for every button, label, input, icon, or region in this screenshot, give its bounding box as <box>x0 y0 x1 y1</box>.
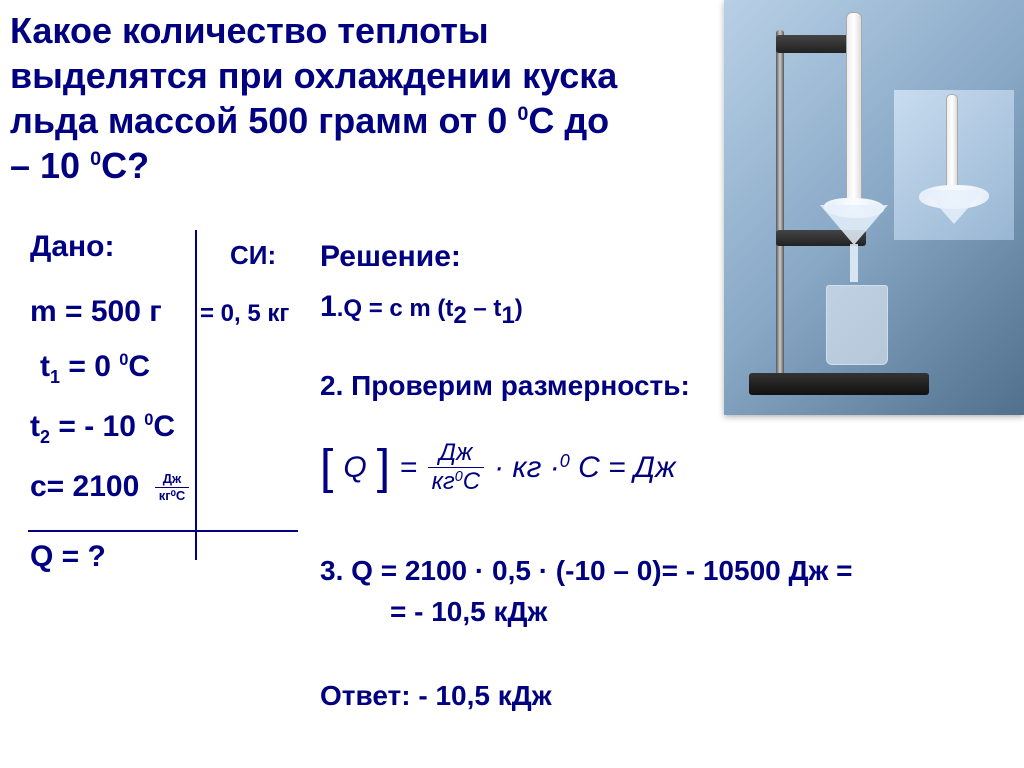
clamp-top-icon <box>776 35 856 53</box>
given-t2: t2 = - 10 0С <box>30 410 175 448</box>
dim-mid-a: · кг · <box>494 451 560 484</box>
c-unit-bot: кг⁰С <box>155 489 189 503</box>
t1-c: С <box>128 350 150 383</box>
solution-step-3a: 3. Q = 2100 · 0,5 · (-10 – 0)= - 10500 Д… <box>320 555 852 587</box>
answer: Ответ: - 10,5 кДж <box>320 680 552 712</box>
given-c: с= 2100 <box>30 470 139 504</box>
t2-b: = - 10 <box>50 410 144 443</box>
apparatus-photo <box>724 0 1024 415</box>
t2-c: С <box>153 410 175 443</box>
slide: Какое количество теплоты выделятся при о… <box>0 0 1024 768</box>
solution-step-3b: = - 10,5 кДж <box>390 596 547 628</box>
solution-step-2: 2. Проверим размерность: <box>320 370 690 402</box>
vertical-divider <box>195 230 197 560</box>
problem-title: Какое количество теплоты выделятся при о… <box>10 8 710 188</box>
title-line4b: С? <box>101 145 149 186</box>
title-line4-sup: 0 <box>90 148 101 170</box>
given-heading: Дано: <box>30 230 115 264</box>
c-unit-top: Дж <box>155 472 189 486</box>
s1-c: ) <box>515 295 523 322</box>
funnel-stem-icon <box>850 244 858 282</box>
dim-eq-sign: = <box>400 451 418 485</box>
dim-bot-a: кг <box>432 468 455 495</box>
s1-sub1: 1 <box>501 302 514 329</box>
inset-funnel-icon <box>924 190 984 224</box>
stand-rod-icon <box>776 30 784 375</box>
dimension-check: [ Q ] = Дж кг0С · кг ·0 С = Дж <box>320 440 676 495</box>
title-line3b: С до <box>528 100 609 141</box>
title-line4a: – 10 <box>10 145 90 186</box>
title-line1: Какое количество теплоты <box>10 10 489 51</box>
s1-a: .Q = c m (t <box>337 295 454 322</box>
solution-step-1: 1.Q = c m (t2 – t1) <box>320 290 523 330</box>
given-q: Q = ? <box>30 540 106 574</box>
dim-mid-b: С = Дж <box>570 451 676 484</box>
given-m: m = 500 г <box>30 295 162 329</box>
s1-b: – t <box>467 295 502 322</box>
horizontal-divider <box>28 530 298 532</box>
t1-sub: 1 <box>50 367 60 387</box>
funnel-icon <box>820 205 888 245</box>
t1-a: t <box>40 350 50 383</box>
inset-photo <box>894 90 1014 240</box>
dim-top: Дж <box>435 441 476 467</box>
title-line3a: льда массой 500 грамм от 0 <box>10 100 517 141</box>
dim-bot-sup: 0 <box>455 469 463 485</box>
s1-num: 1 <box>320 290 337 323</box>
dim-bot-b: С <box>463 468 480 495</box>
given-t1: t1 = 0 0С <box>40 350 150 388</box>
title-line3-sup: 0 <box>517 103 528 125</box>
right-bracket: ] <box>377 440 390 495</box>
si-heading: СИ: <box>230 240 276 271</box>
s1-sub2: 2 <box>453 302 466 329</box>
t2-a: t <box>30 410 40 443</box>
left-bracket: [ <box>320 440 333 495</box>
given-m-si: = 0, 5 кг <box>200 300 289 328</box>
t2-sub: 2 <box>40 427 50 447</box>
dim-fraction: Дж кг0С <box>428 441 485 494</box>
solution-heading: Решение: <box>320 240 461 274</box>
t1-b: = 0 <box>60 350 119 383</box>
thermometer-icon <box>846 12 862 209</box>
title-line2: выделятся при охлаждении куска <box>10 55 617 96</box>
stand-base-icon <box>749 373 929 395</box>
dim-q: Q <box>343 451 366 485</box>
inset-thermometer-icon <box>946 94 958 191</box>
dim-mid-sup: 0 <box>560 451 570 471</box>
dim-bot: кг0С <box>428 467 485 494</box>
dim-rest: · кг ·0 С = Дж <box>494 451 676 485</box>
beaker-icon <box>826 285 888 365</box>
given-c-unit: Дж кг⁰С <box>155 472 189 502</box>
